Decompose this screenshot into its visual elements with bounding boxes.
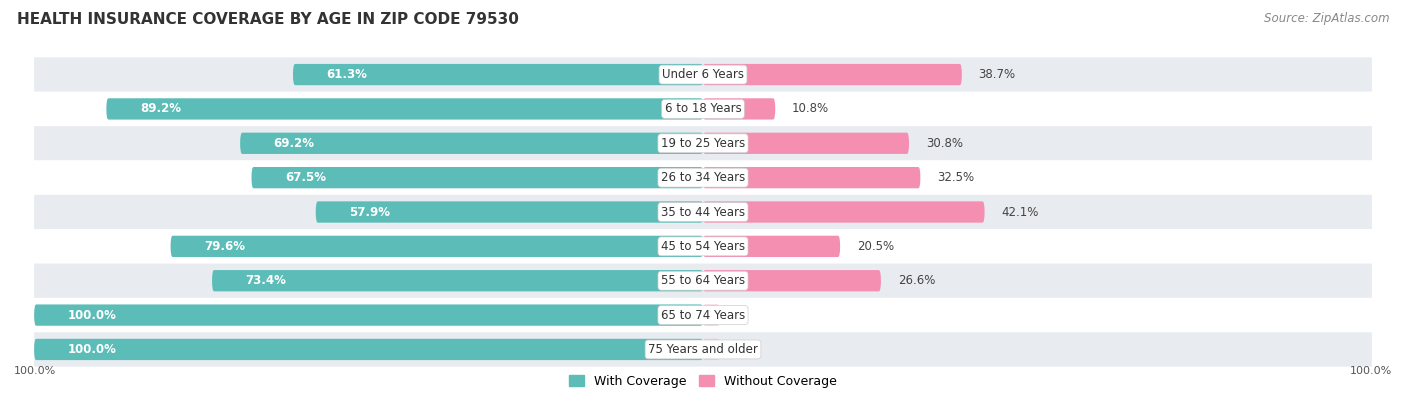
Text: 10.8%: 10.8% [792,103,830,115]
Text: 30.8%: 30.8% [925,137,963,150]
FancyBboxPatch shape [34,92,1372,126]
FancyBboxPatch shape [703,236,841,257]
Text: 100.0%: 100.0% [67,343,117,356]
Text: 0.0%: 0.0% [720,309,749,322]
FancyBboxPatch shape [292,64,703,85]
Text: 73.4%: 73.4% [246,274,287,287]
Text: 0.0%: 0.0% [720,343,749,356]
Text: Source: ZipAtlas.com: Source: ZipAtlas.com [1264,12,1389,25]
FancyBboxPatch shape [703,64,962,85]
Text: 26.6%: 26.6% [897,274,935,287]
Text: HEALTH INSURANCE COVERAGE BY AGE IN ZIP CODE 79530: HEALTH INSURANCE COVERAGE BY AGE IN ZIP … [17,12,519,27]
Text: 19 to 25 Years: 19 to 25 Years [661,137,745,150]
Text: 61.3%: 61.3% [326,68,367,81]
FancyBboxPatch shape [703,305,720,326]
FancyBboxPatch shape [34,305,703,326]
FancyBboxPatch shape [703,201,984,223]
FancyBboxPatch shape [34,298,1372,332]
Text: 100.0%: 100.0% [67,309,117,322]
Text: 32.5%: 32.5% [938,171,974,184]
Text: 100.0%: 100.0% [14,366,56,376]
FancyBboxPatch shape [107,98,703,120]
Text: 6 to 18 Years: 6 to 18 Years [665,103,741,115]
Text: 89.2%: 89.2% [139,103,181,115]
FancyBboxPatch shape [703,98,775,120]
FancyBboxPatch shape [252,167,703,188]
Legend: With Coverage, Without Coverage: With Coverage, Without Coverage [564,370,842,393]
FancyBboxPatch shape [34,229,1372,264]
Text: 35 to 44 Years: 35 to 44 Years [661,205,745,219]
FancyBboxPatch shape [34,264,1372,298]
FancyBboxPatch shape [34,57,1372,92]
Text: 67.5%: 67.5% [285,171,326,184]
Text: 65 to 74 Years: 65 to 74 Years [661,309,745,322]
FancyBboxPatch shape [34,161,1372,195]
FancyBboxPatch shape [703,270,882,291]
Text: 45 to 54 Years: 45 to 54 Years [661,240,745,253]
FancyBboxPatch shape [703,339,720,360]
FancyBboxPatch shape [240,133,703,154]
Text: 57.9%: 57.9% [349,205,391,219]
Text: 26 to 34 Years: 26 to 34 Years [661,171,745,184]
Text: 38.7%: 38.7% [979,68,1015,81]
FancyBboxPatch shape [34,126,1372,161]
FancyBboxPatch shape [170,236,703,257]
FancyBboxPatch shape [703,133,910,154]
FancyBboxPatch shape [34,195,1372,229]
FancyBboxPatch shape [34,332,1372,366]
FancyBboxPatch shape [316,201,703,223]
FancyBboxPatch shape [212,270,703,291]
FancyBboxPatch shape [703,167,921,188]
FancyBboxPatch shape [34,339,703,360]
Text: 79.6%: 79.6% [204,240,245,253]
Text: 42.1%: 42.1% [1001,205,1039,219]
Text: 20.5%: 20.5% [856,240,894,253]
Text: 55 to 64 Years: 55 to 64 Years [661,274,745,287]
Text: Under 6 Years: Under 6 Years [662,68,744,81]
Text: 69.2%: 69.2% [274,137,315,150]
Text: 100.0%: 100.0% [1350,366,1392,376]
Text: 75 Years and older: 75 Years and older [648,343,758,356]
